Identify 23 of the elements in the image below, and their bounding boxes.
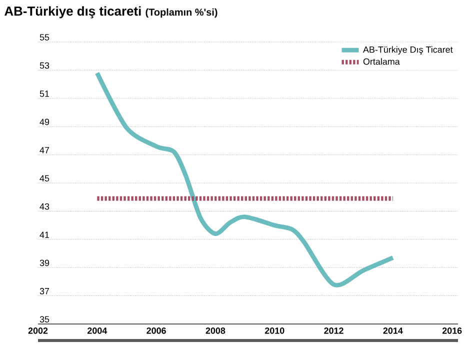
- x-tick-label: 2002: [28, 328, 48, 334]
- x-tick-label: 2006: [146, 328, 166, 334]
- x-tick-label: 2004: [87, 328, 108, 334]
- y-tick-label: 51: [40, 90, 50, 97]
- x-tick-label: 2014: [383, 328, 403, 334]
- y-tick-label: 47: [40, 147, 50, 154]
- chart-subtitle: (Toplamın %'si): [146, 8, 218, 18]
- y-tick-label: 55: [40, 34, 50, 40]
- y-tick-label: 45: [40, 175, 50, 182]
- y-tick-label: 35: [40, 316, 50, 322]
- legend-label: AB-Türkiye Dış Ticaret: [362, 46, 453, 55]
- y-tick-label: 53: [40, 62, 50, 69]
- x-tick-label: 2012: [324, 328, 344, 334]
- y-tick-label: 39: [40, 260, 50, 266]
- y-tick-label: 49: [40, 118, 50, 126]
- legend-label: Ortalama: [363, 58, 400, 65]
- x-tick-label: 2016: [442, 328, 462, 334]
- x-tick-label: 2008: [206, 328, 226, 334]
- x-tick-label: 2010: [264, 328, 284, 334]
- y-tick-label: 43: [40, 203, 50, 210]
- chart-title: AB-Türkiye dış ticareti: [4, 6, 141, 18]
- y-tick-label: 41: [40, 232, 50, 238]
- y-tick-label: 37: [40, 288, 50, 294]
